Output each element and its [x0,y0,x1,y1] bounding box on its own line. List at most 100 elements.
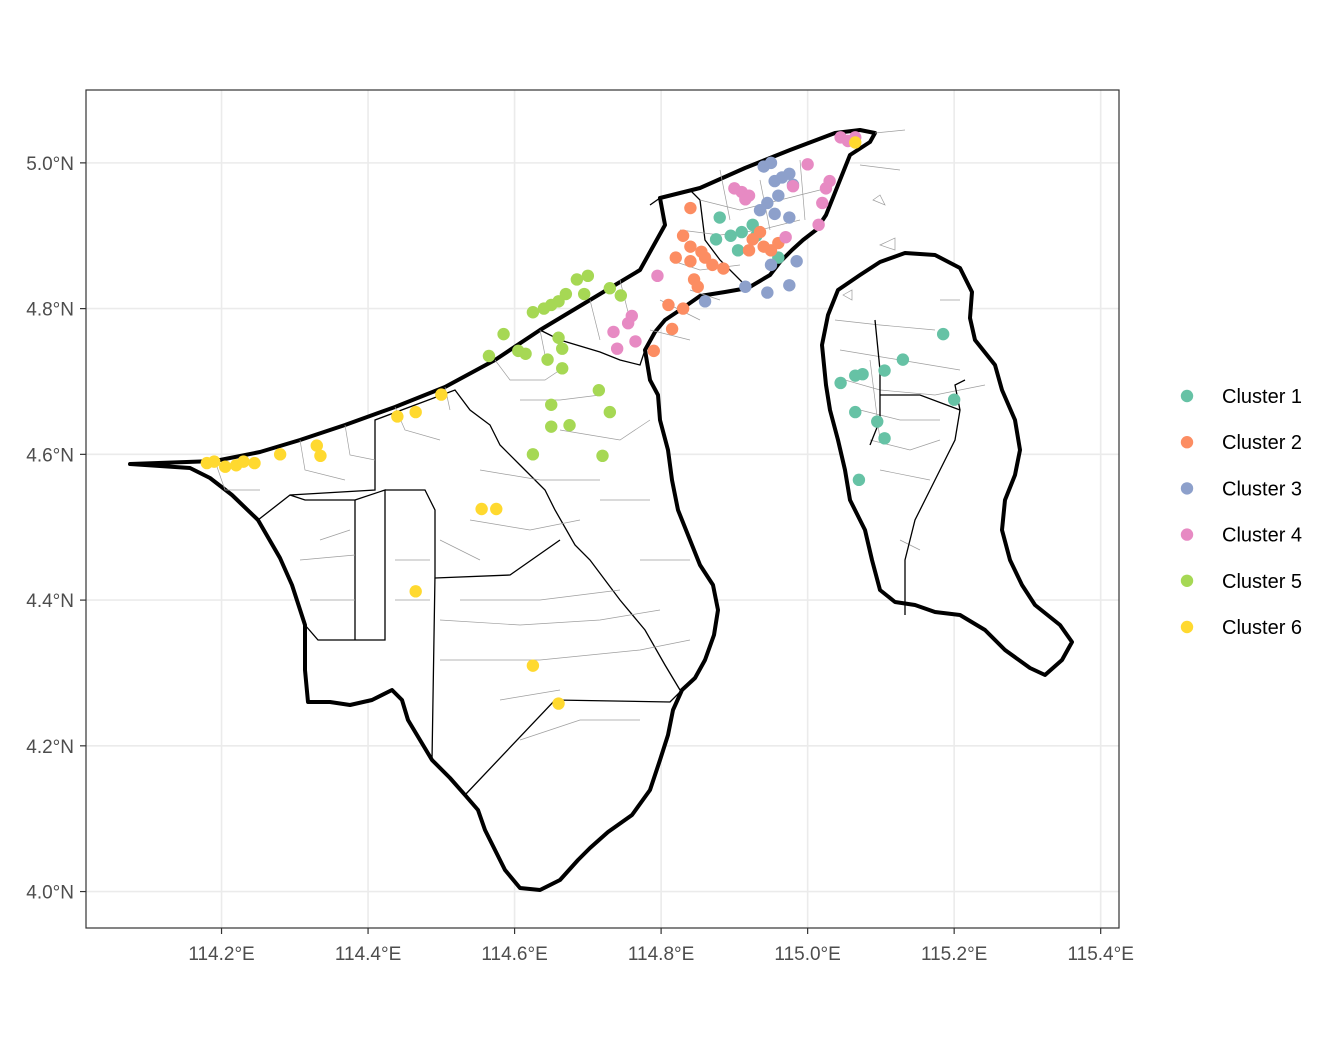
point-cluster-1 [735,225,748,239]
legend-key-cluster-5 [1180,574,1194,587]
point-cluster-2 [676,229,690,242]
plot-panel-border [85,89,1120,929]
y-tick-label: 4.4°N [26,591,74,612]
point-cluster-4 [742,189,756,202]
point-cluster-6 [526,659,540,672]
point-cluster-6 [475,502,488,516]
point-cluster-3 [764,258,778,272]
cluster-points [200,131,961,710]
point-cluster-2 [684,201,697,215]
point-cluster-5 [596,449,609,463]
point-cluster-3 [739,280,752,293]
point-cluster-4 [786,179,800,193]
point-cluster-5 [563,419,576,432]
point-cluster-5 [556,342,569,355]
point-cluster-4 [812,218,825,232]
point-cluster-5 [603,405,617,419]
point-cluster-5 [581,269,595,283]
point-cluster-1 [947,393,961,406]
point-cluster-5 [545,398,558,411]
brunei-map [128,128,1074,892]
point-cluster-6 [409,585,422,598]
point-cluster-4 [816,196,829,210]
y-tick-label: 4.2°N [26,737,74,758]
point-cluster-2 [676,302,690,315]
point-cluster-5 [482,349,496,363]
point-cluster-1 [871,415,884,428]
point-cluster-1 [724,229,737,242]
point-cluster-6 [208,455,221,468]
point-cluster-3 [783,279,796,292]
point-cluster-1 [713,211,726,224]
point-cluster-5 [603,282,617,295]
point-cluster-6 [218,460,232,473]
point-cluster-5 [545,420,558,433]
point-cluster-6 [552,697,565,710]
point-cluster-5 [556,362,569,375]
point-cluster-6 [273,448,287,461]
legend-label-cluster-3: Cluster 3 [1222,478,1302,500]
point-cluster-3 [772,189,785,202]
legend-key-cluster-4 [1180,528,1194,541]
point-cluster-3 [764,156,778,170]
point-cluster-6 [490,502,503,516]
point-cluster-3 [761,286,774,299]
x-axis: 114.2°E 114.4°E 114.6°E 114.8°E 115.0°E 115.2… [188,928,1134,965]
point-cluster-5 [537,302,551,315]
point-cluster-3 [783,167,796,180]
point-cluster-5 [519,347,532,360]
x-tick-label: 114.8°E [628,944,694,965]
point-cluster-5 [526,306,540,319]
legend: Cluster 1 Cluster 2 Cluster 3 Cluster 4 Clus… [1180,386,1302,639]
point-cluster-4 [607,325,620,339]
brunei-bay-islands [842,129,906,301]
point-cluster-1 [852,473,866,487]
west-country-outline [128,128,877,892]
point-cluster-1 [878,364,891,377]
point-cluster-3 [790,255,803,268]
point-cluster-6 [435,388,448,401]
point-cluster-4 [779,230,792,244]
point-cluster-2 [684,255,697,268]
legend-key-cluster-2 [1180,436,1194,449]
legend-key-cluster-6 [1180,620,1194,634]
point-cluster-5 [577,287,591,301]
point-cluster-4 [651,269,664,283]
legend-key-cluster-1 [1180,389,1194,403]
y-tick-label: 4.6°N [26,445,74,466]
point-cluster-5 [497,327,510,341]
point-cluster-2 [717,262,730,275]
point-cluster-3 [768,207,781,221]
point-cluster-2 [753,225,767,239]
x-tick-label: 115.0°E [774,944,840,965]
point-cluster-1 [896,353,910,366]
y-tick-label: 4.0°N [26,883,74,904]
legend-label-cluster-6: Cluster 6 [1222,617,1302,639]
point-cluster-1 [834,376,847,390]
point-cluster-6 [314,449,327,463]
x-tick-label: 114.6°E [481,944,547,965]
point-cluster-2 [647,344,660,358]
point-cluster-2 [706,258,719,272]
district-boundary-inner-2 [434,539,683,796]
point-cluster-1 [878,432,891,445]
point-cluster-4 [610,342,624,355]
point-cluster-2 [662,298,675,312]
point-cluster-1 [936,327,950,341]
point-cluster-2 [684,240,697,253]
point-cluster-5 [552,331,565,344]
point-cluster-2 [669,251,682,264]
point-cluster-4 [801,158,814,171]
legend-label-cluster-2: Cluster 2 [1222,432,1302,454]
point-cluster-5 [592,384,606,397]
point-cluster-4 [629,335,642,348]
point-cluster-1 [731,244,745,257]
point-cluster-6 [237,455,250,468]
point-cluster-5 [541,353,554,366]
point-cluster-2 [691,280,704,293]
temburong-inner-boundary [869,319,966,615]
district-boundary-belait-tutong [257,389,681,691]
x-tick-label: 115.2°E [921,944,987,965]
point-cluster-5 [526,448,540,461]
